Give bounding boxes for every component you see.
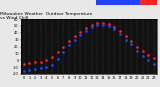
Text: vs Wind Chill: vs Wind Chill [0, 16, 28, 20]
Text: Milwaukee Weather  Outdoor Temperature: Milwaukee Weather Outdoor Temperature [0, 12, 92, 16]
